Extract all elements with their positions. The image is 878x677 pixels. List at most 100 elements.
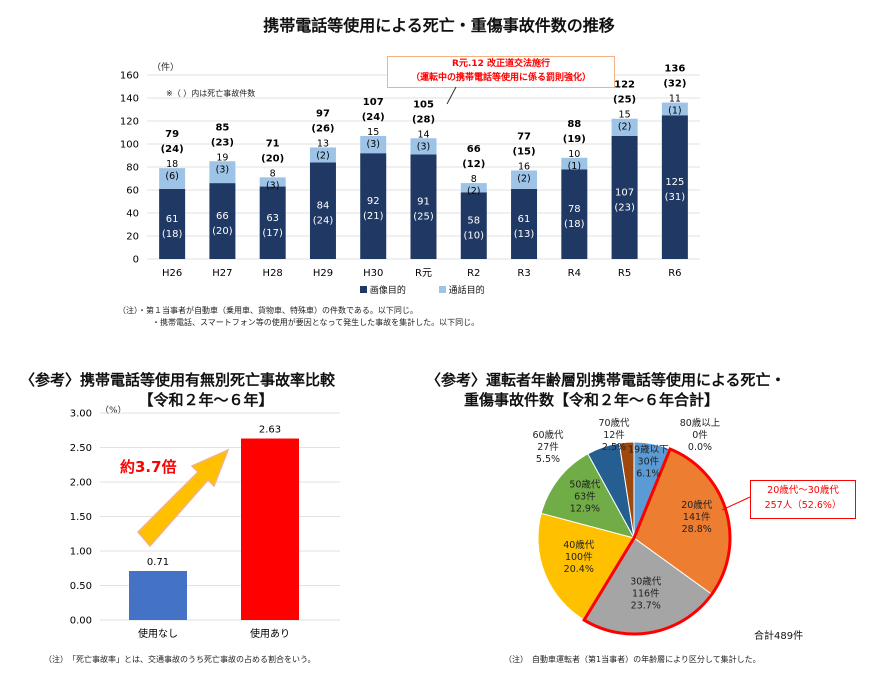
fatal-label-call: (2) <box>618 122 631 133</box>
ratio-label: 約3.7倍 <box>120 458 177 476</box>
highlight-connector <box>721 496 751 511</box>
fatal-label-call: (2) <box>467 186 480 197</box>
y-tick-label: 20 <box>126 232 139 243</box>
bar-call-R5 <box>611 118 638 136</box>
total-fatal-label: (20) <box>261 153 284 164</box>
total-fatal-label: (12) <box>462 159 485 170</box>
x-tick-label: R4 <box>568 268 581 279</box>
value-label-image: 66 <box>216 211 229 222</box>
bar-call-H29 <box>309 147 336 163</box>
pie-label-pct: 20.4% <box>564 564 594 575</box>
y-tick-label: 0.50 <box>70 581 92 592</box>
pie-label-name: 50歳代 <box>569 478 601 490</box>
y-unit-label: （件） <box>152 63 180 73</box>
top-stacked-bar-chart: 0 20 40 60 80 100 120 140 160 H26 61 (18) 18(6) 79 (2… <box>120 64 700 279</box>
value-label-image: 91 <box>417 197 430 208</box>
fatal-label-image: (21) <box>363 211 384 222</box>
total-fatal-label: (28) <box>412 114 435 125</box>
y-tick-label: 0.00 <box>70 616 92 627</box>
pie-label-count: 100件 <box>565 551 593 563</box>
callout-line2: （運転中の携帯電話等使用に係る罰則強化） <box>410 73 591 83</box>
fatal-label-image: (18) <box>162 229 183 240</box>
x-tick-label: R3 <box>517 268 530 279</box>
bar-call-R2 <box>460 183 487 193</box>
value-label-call: 10 <box>568 149 580 160</box>
bar-call-H28 <box>259 177 286 187</box>
value-label-call: 16 <box>518 161 530 172</box>
value-label-call: 14 <box>417 129 429 140</box>
pie-label-pct: 0.0% <box>688 442 712 453</box>
fatal-label-call: (2) <box>517 173 530 184</box>
y-tick-label: 1.00 <box>70 547 92 558</box>
pie-label-name: 70歳代 <box>598 417 630 429</box>
bar-image-R5 <box>611 135 638 259</box>
pie-label-count: 116件 <box>632 587 660 599</box>
pie-total: 合計489件 <box>754 631 804 642</box>
bar-call-H26 <box>159 168 186 189</box>
total-fatal-label: (19) <box>563 134 586 145</box>
callout-pointer <box>446 86 457 105</box>
pie-slice-50歳代 <box>540 453 635 539</box>
value-label-image: 78 <box>568 204 581 215</box>
value-label-image: 125 <box>665 177 684 188</box>
y-tick-label: 40 <box>126 209 139 220</box>
pie-label-pct: 12.9% <box>570 503 600 514</box>
x-tick-label: R5 <box>618 268 631 279</box>
pie-label-name: 40歳代 <box>563 539 595 551</box>
bar-image-H28 <box>259 186 286 259</box>
total-label: 105 <box>413 99 434 110</box>
total-label: 71 <box>266 138 280 149</box>
total-fatal-label: (15) <box>513 146 536 157</box>
value-label-image: 92 <box>367 196 380 207</box>
value-label-call: 15 <box>367 127 379 138</box>
fatal-label-call: (1) <box>568 161 581 172</box>
left-title-line1: 〈参考〉携帯電話等使用有無別死亡事故率比較 <box>20 371 336 389</box>
x-tick-label: H28 <box>263 268 283 279</box>
fatal-label-image: (25) <box>413 212 434 223</box>
pie-label-count: 141件 <box>683 511 711 523</box>
fatal-label-image: (24) <box>313 216 334 227</box>
value-label-call: 8 <box>471 174 477 185</box>
fatal-label-call: (6) <box>165 171 178 182</box>
y-tick-label: 2.00 <box>70 478 92 489</box>
pie-label-name: 20歳代 <box>681 499 713 511</box>
bar-image-R元 <box>410 154 437 259</box>
pie-label-name: 30歳代 <box>630 575 662 587</box>
left-note: （注） 「死亡事故率」とは、交通事故のうち死亡事故の占める割合をいう。 <box>44 655 316 664</box>
bar-image-R4 <box>561 169 588 259</box>
fatality-rate-bar-chart: 0.00 0.50 1.00 1.50 2.00 2.50 3.00 0.71 使用なし 2.6… <box>70 409 340 640</box>
bar-call-H30 <box>360 135 387 154</box>
pie-label-pct: 5.5% <box>536 454 560 465</box>
pie-label-count: 27件 <box>537 441 559 453</box>
x-tick-label: H29 <box>313 268 333 279</box>
main-title: 携帯電話等使用による死亡・重傷事故件数の推移 <box>263 16 615 35</box>
fatal-label-call: (3) <box>366 139 379 150</box>
y-tick-label: 3.00 <box>70 409 92 420</box>
total-label: 66 <box>467 144 481 155</box>
bar-使用なし <box>129 571 187 620</box>
fatal-label-image: (13) <box>514 229 535 240</box>
fatal-label-call: (3) <box>216 164 229 175</box>
total-label: 79 <box>165 129 179 140</box>
total-fatal-label: (23) <box>211 137 234 148</box>
pie-slice-70歳代 <box>618 441 635 539</box>
value-label-image: 107 <box>615 187 634 198</box>
law-revision-callout: R元.12 改正道交法施行 （運転中の携帯電話等使用に係る罰則強化） <box>387 56 615 88</box>
y-tick-label: 80 <box>126 163 139 174</box>
x-tick-label: H27 <box>212 268 232 279</box>
left-title-line2: 【令和２年～６年】 <box>138 391 274 409</box>
bar-value-label: 2.63 <box>259 425 281 436</box>
bar-image-H30 <box>360 153 387 259</box>
total-label: 97 <box>316 108 330 119</box>
pie-label-name: 80歳以上 <box>680 417 721 429</box>
value-label-call: 11 <box>669 94 681 105</box>
fatal-label-call: (2) <box>316 150 329 161</box>
left-y-unit: （%） <box>100 406 127 416</box>
value-label-image: 84 <box>317 201 330 212</box>
x-tick-label: H26 <box>162 268 182 279</box>
pie-label-count: 0件 <box>692 429 708 441</box>
fatal-label-call: (3) <box>266 180 279 191</box>
highlight-line1: 20歳代～30歳代 <box>767 485 839 496</box>
total-fatal-label: (25) <box>613 95 636 106</box>
highlight-outline <box>582 447 732 636</box>
